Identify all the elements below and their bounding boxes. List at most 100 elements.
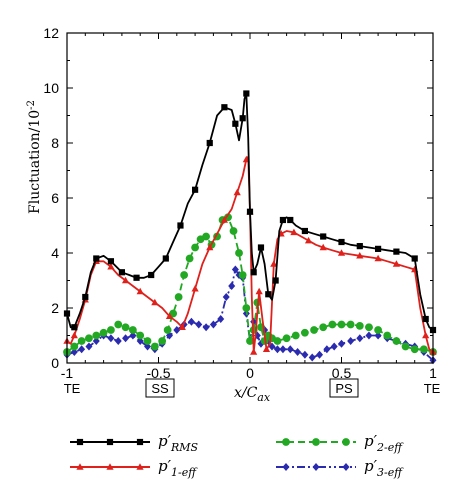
data-point bbox=[337, 320, 346, 329]
data-point bbox=[195, 320, 203, 329]
data-point bbox=[107, 258, 115, 265]
data-point bbox=[308, 353, 316, 362]
data-point bbox=[419, 345, 428, 354]
data-point bbox=[374, 331, 382, 340]
data-point bbox=[243, 90, 250, 97]
data-point bbox=[337, 249, 346, 256]
data-point bbox=[129, 331, 137, 340]
side-label-te-right: TE bbox=[424, 381, 441, 396]
data-point bbox=[287, 216, 294, 224]
data-point bbox=[323, 345, 331, 354]
legend-swatch-marker bbox=[106, 463, 114, 470]
data-point bbox=[185, 254, 194, 263]
data-point bbox=[365, 323, 373, 332]
data-point bbox=[169, 309, 178, 318]
y-tick-label: 2 bbox=[51, 300, 59, 316]
data-point bbox=[282, 334, 291, 343]
data-point bbox=[270, 260, 278, 267]
legend-swatch-marker bbox=[136, 438, 144, 446]
data-point bbox=[294, 348, 302, 356]
data-point bbox=[365, 331, 373, 340]
legend-swatch-marker bbox=[282, 463, 290, 471]
data-point bbox=[301, 350, 309, 359]
data-point bbox=[217, 315, 225, 323]
legend-entry-1-eff: p′1-eff bbox=[70, 457, 198, 479]
data-point bbox=[222, 293, 230, 301]
data-point bbox=[128, 326, 137, 334]
data-point bbox=[158, 337, 167, 345]
data-point bbox=[356, 251, 364, 259]
data-point bbox=[238, 271, 247, 279]
data-point bbox=[316, 350, 324, 359]
legend-label: p′3-eff bbox=[364, 457, 404, 479]
y-tick-label: 8 bbox=[51, 135, 59, 151]
data-point bbox=[143, 337, 152, 345]
data-point bbox=[279, 345, 287, 354]
data-point bbox=[356, 334, 364, 343]
data-point bbox=[202, 323, 210, 332]
legend-swatch-marker bbox=[312, 463, 320, 471]
legend-label: p′1-eff bbox=[158, 457, 198, 479]
data-point bbox=[82, 293, 89, 301]
data-point bbox=[77, 337, 86, 345]
x-axis-title: x/Cax bbox=[234, 385, 271, 404]
data-point bbox=[232, 120, 239, 127]
data-point bbox=[279, 216, 287, 224]
data-point bbox=[148, 271, 155, 279]
data-point bbox=[133, 274, 140, 281]
data-point bbox=[319, 243, 327, 251]
legend-swatch-marker bbox=[106, 438, 114, 446]
data-point bbox=[422, 331, 430, 339]
data-point bbox=[374, 254, 382, 262]
data-point bbox=[78, 345, 86, 354]
data-point bbox=[304, 236, 313, 244]
data-point bbox=[242, 304, 251, 312]
data-point bbox=[136, 331, 145, 340]
data-point bbox=[330, 342, 338, 351]
data-point bbox=[70, 331, 78, 339]
data-point bbox=[233, 188, 241, 196]
data-point bbox=[151, 298, 159, 306]
data-point bbox=[122, 334, 130, 343]
legend-swatch-marker bbox=[136, 463, 144, 470]
data-point bbox=[229, 227, 238, 235]
data-point bbox=[272, 277, 279, 284]
x-tick-label: -0.5 bbox=[146, 365, 170, 381]
data-point bbox=[347, 337, 355, 345]
y-tick-label: 6 bbox=[51, 190, 59, 206]
data-point bbox=[180, 271, 189, 279]
side-label-ps: PS bbox=[335, 381, 353, 396]
data-point bbox=[291, 331, 300, 340]
data-point bbox=[209, 320, 217, 329]
x-tick-labels: -1 -0.5 0 0.5 1 bbox=[61, 365, 437, 381]
data-point bbox=[411, 255, 418, 262]
series-group bbox=[63, 90, 437, 365]
data-point bbox=[144, 342, 152, 351]
data-point bbox=[262, 345, 271, 353]
data-point bbox=[92, 331, 101, 340]
side-label-ss: SS bbox=[151, 381, 169, 396]
x-tick-label: 1 bbox=[429, 365, 437, 381]
data-point bbox=[422, 315, 429, 323]
data-point bbox=[290, 228, 298, 236]
data-point bbox=[162, 255, 169, 262]
y-tick-labels: 0 2 4 6 8 10 12 bbox=[43, 25, 59, 371]
data-point bbox=[107, 326, 115, 334]
data-point bbox=[178, 323, 186, 331]
data-point bbox=[191, 284, 199, 292]
data-point bbox=[192, 186, 199, 193]
y-tick-label: 4 bbox=[51, 245, 59, 261]
data-point bbox=[401, 342, 410, 351]
data-point bbox=[250, 348, 258, 355]
data-point bbox=[118, 269, 125, 276]
data-point bbox=[93, 255, 100, 262]
data-point bbox=[246, 337, 254, 345]
legend-entry-2-eff: p′2-eff bbox=[276, 432, 404, 454]
data-point bbox=[410, 345, 419, 354]
data-point bbox=[231, 265, 239, 274]
x-tick-label: 0 bbox=[246, 365, 254, 381]
ps-label-box bbox=[329, 378, 359, 398]
data-point bbox=[286, 345, 294, 354]
data-point bbox=[85, 342, 93, 351]
data-point bbox=[383, 331, 392, 340]
